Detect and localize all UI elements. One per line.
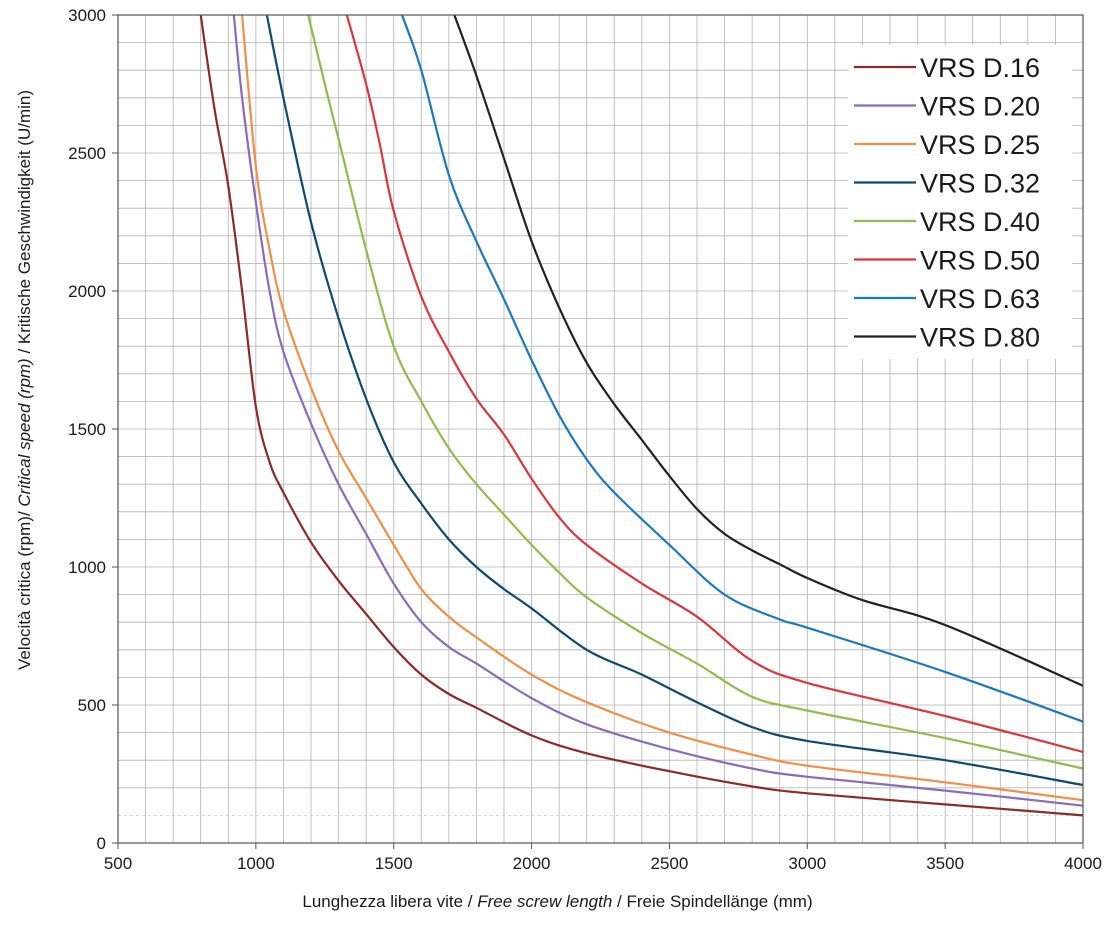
y-tick-label: 0	[97, 834, 106, 853]
y-axis-label-part3: / Kritische Geschwindigkeit (U/min)	[15, 90, 34, 358]
y-tick-label: 2500	[68, 144, 106, 163]
y-tick-label: 500	[78, 696, 106, 715]
series-line-vrs-d-40	[307, 14, 1084, 770]
x-axis-label-part1: Lunghezza libera vite	[302, 892, 464, 911]
series-lines	[199, 14, 1084, 817]
x-tick-label: 3500	[926, 854, 964, 873]
x-tick-label: 1500	[375, 854, 413, 873]
legend-label-vrs-d-20: VRS D.20	[920, 92, 1040, 122]
legend-box	[848, 45, 1072, 359]
y-axis-label-part2: Critical speed (rpm)	[15, 358, 34, 506]
legend-label-vrs-d-40: VRS D.40	[920, 207, 1040, 237]
series-line-vrs-d-25	[241, 14, 1084, 802]
x-axis-label-part3: Freie Spindellänge (mm)	[626, 892, 813, 911]
legend-label-vrs-d-16: VRS D.16	[920, 53, 1040, 83]
legend-label-vrs-d-32: VRS D.32	[920, 169, 1040, 199]
y-tick-label: 2000	[68, 282, 106, 301]
x-tick-label: 500	[104, 854, 132, 873]
series-line-vrs-d-20	[232, 14, 1084, 807]
x-axis-label: Lunghezza libera vite / Free screw lengt…	[0, 892, 1115, 912]
legend-label-vrs-d-63: VRS D.63	[920, 284, 1040, 314]
series-line-vrs-d-50	[345, 14, 1084, 753]
series-line-vrs-d-63	[400, 14, 1084, 723]
x-axis-label-part2: Free screw length	[477, 892, 613, 911]
y-tick-label: 1000	[68, 558, 106, 577]
x-tick-label: 2000	[513, 854, 551, 873]
axis-ticks: 500 1000 1500 2000 2500 3000 3500 4000050010001…	[68, 6, 1102, 873]
legend-label-vrs-d-80: VRS D.80	[920, 323, 1040, 353]
x-axis-label-sep1: /	[463, 892, 478, 911]
x-axis-label-sep2: /	[612, 892, 627, 911]
series-line-vrs-d-80	[453, 14, 1084, 687]
series-line-vrs-d-16	[199, 14, 1084, 817]
legend: VRS D.16 VRS D.20 VRS D.25 VRS D.32 VRS D.40…	[848, 45, 1072, 359]
y-axis-label: Velocità critica (rpm)/ Critical speed (…	[15, 90, 34, 670]
legend-label-vrs-d-50: VRS D.50	[920, 246, 1040, 276]
y-tick-label: 1500	[68, 420, 106, 439]
x-tick-label: 4000	[1064, 854, 1102, 873]
y-tick-label: 3000	[68, 6, 106, 25]
series-line-vrs-d-32	[265, 14, 1084, 787]
x-tick-label: 3000	[788, 854, 826, 873]
legend-label-vrs-d-25: VRS D.25	[920, 130, 1040, 160]
x-tick-label: 2500	[651, 854, 689, 873]
grid	[117, 14, 1084, 844]
x-tick-label: 1000	[237, 854, 275, 873]
y-axis-label-part1: Velocità critica (rpm)/	[15, 507, 34, 670]
